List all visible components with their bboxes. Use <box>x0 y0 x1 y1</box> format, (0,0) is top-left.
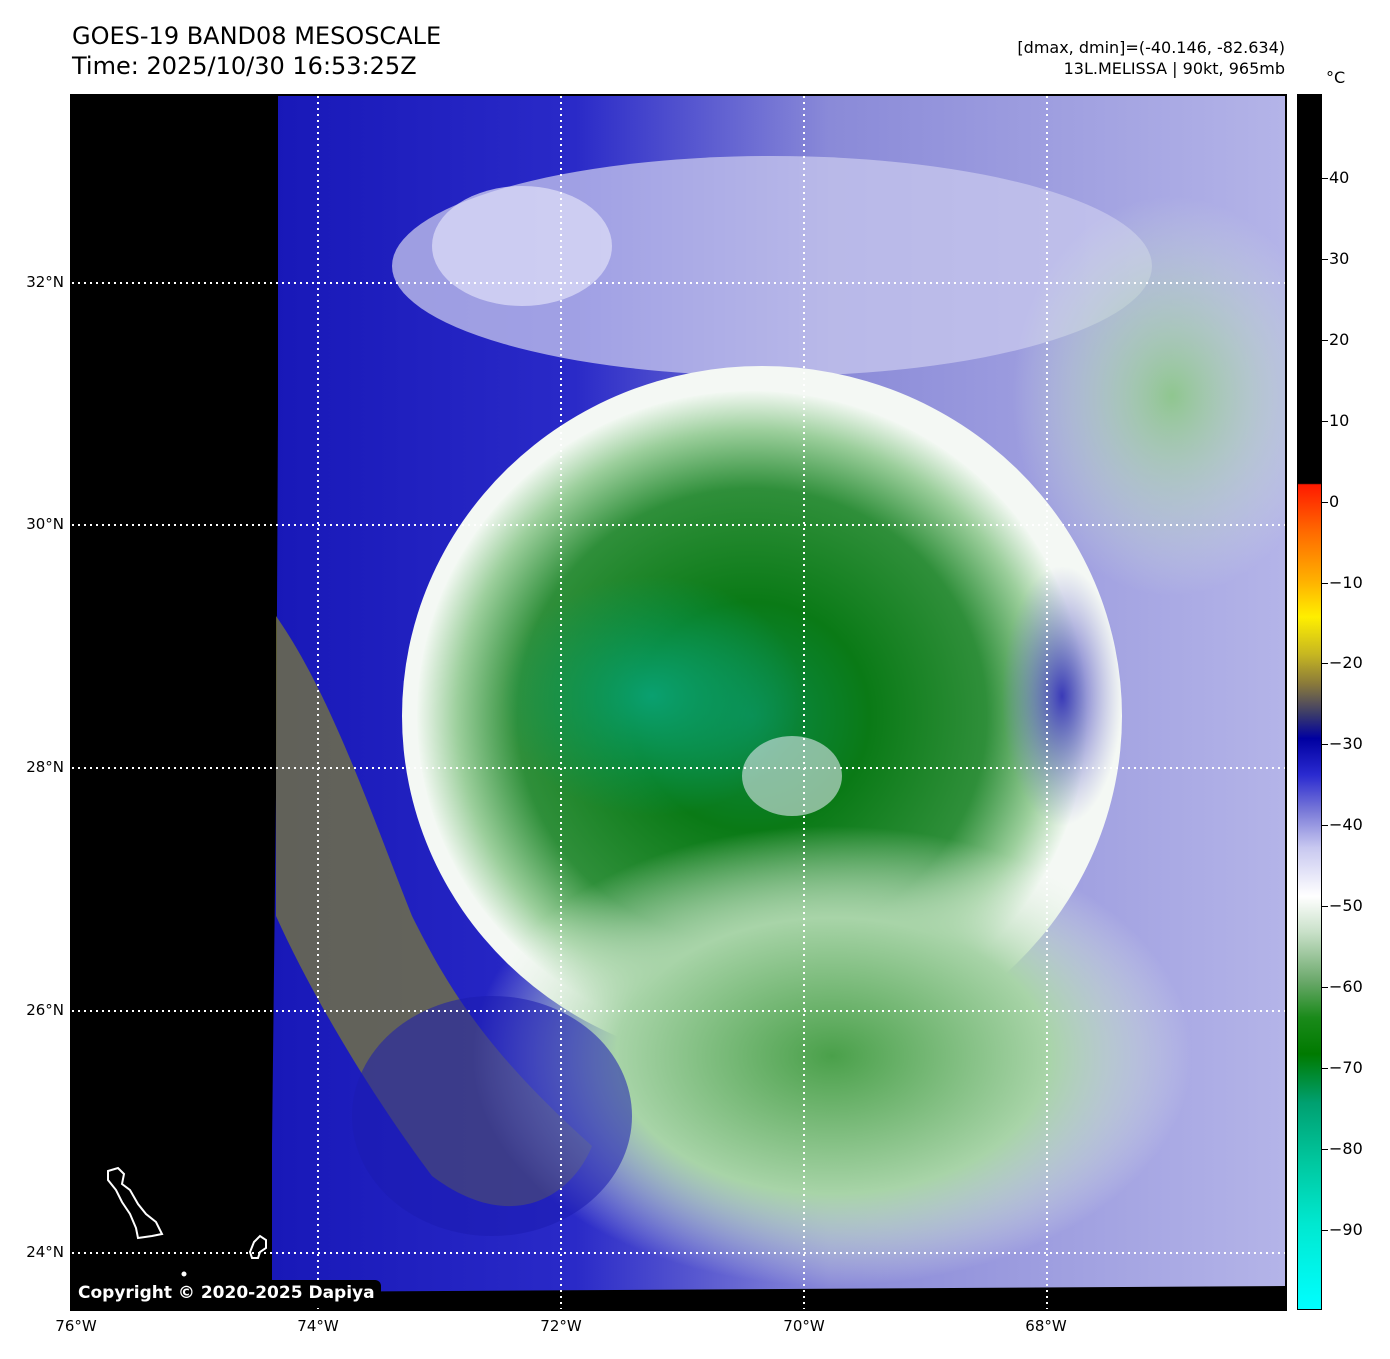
colorbar-tick-mark <box>1322 1148 1328 1150</box>
image-timestamp: Time: 2025/10/30 16:53:25Z <box>72 52 417 80</box>
colorbar-tick-label: −10 <box>1329 572 1363 592</box>
colorbar-tick-label: −50 <box>1329 896 1363 916</box>
lat-label-26n: 26°N <box>26 1001 64 1019</box>
lat-label-32n: 32°N <box>26 273 64 291</box>
map-gridlines <box>72 96 1285 1309</box>
colorbar-tick-mark <box>1322 663 1328 665</box>
colorbar-tick-label: 40 <box>1329 168 1350 187</box>
satellite-image-map <box>70 94 1287 1311</box>
colorbar-tick-mark <box>1322 420 1328 422</box>
colorbar-tick-mark <box>1322 825 1328 827</box>
storm-info-label: 13L.MELISSA | 90kt, 965mb <box>1063 59 1285 78</box>
colorbar-tick-mark <box>1322 1229 1328 1231</box>
colorbar-tick-mark <box>1322 582 1328 584</box>
lon-label-76w: 76°W <box>55 1317 97 1335</box>
satellite-imagery <box>72 96 1285 1309</box>
lat-label-30n: 30°N <box>26 515 64 533</box>
lat-label-24n: 24°N <box>26 1243 64 1261</box>
colorbar-tick-label: −90 <box>1329 1219 1363 1239</box>
colorbar-tick-mark <box>1322 339 1328 341</box>
island-coastlines <box>107 1166 267 1277</box>
lon-label-74w: 74°W <box>297 1317 339 1335</box>
colorbar-tick-mark <box>1322 258 1328 260</box>
colorbar-tick-label: 30 <box>1329 248 1350 268</box>
colorbar-tick-mark <box>1322 1067 1328 1069</box>
lat-label-28n: 28°N <box>26 758 64 776</box>
colorbar-tick-label: 20 <box>1329 329 1350 349</box>
data-range-label: [dmax, dmin]=(-40.146, -82.634) <box>1017 38 1285 57</box>
colorbar-tick-label: −30 <box>1329 734 1363 754</box>
colorbar-tick-mark <box>1322 987 1328 988</box>
lon-label-70w: 70°W <box>783 1317 825 1335</box>
colorbar-tick-label: −20 <box>1329 653 1363 673</box>
colorbar-unit: °C <box>1326 68 1346 87</box>
colorbar-tick-mark <box>1322 501 1328 503</box>
colorbar-tick-label: −40 <box>1329 815 1363 835</box>
temperature-colorbar <box>1297 94 1322 1310</box>
colorbar-tick-label: −70 <box>1329 1057 1363 1077</box>
lon-label-68w: 68°W <box>1025 1317 1067 1335</box>
colorbar-tick-mark <box>1322 178 1328 179</box>
colorbar-tick-label: −60 <box>1329 977 1363 996</box>
image-title: GOES-19 BAND08 MESOSCALE <box>72 22 442 50</box>
lon-label-72w: 72°W <box>540 1317 582 1335</box>
colorbar-tick-label: −80 <box>1329 1138 1363 1158</box>
colorbar-tick-label: 0 <box>1329 491 1340 511</box>
colorbar-tick-mark <box>1322 744 1328 746</box>
colorbar-tick-mark <box>1322 906 1328 908</box>
colorbar-tick-label: 10 <box>1329 410 1350 430</box>
copyright-label: Copyright © 2020-2025 Dapiya <box>72 1280 381 1307</box>
